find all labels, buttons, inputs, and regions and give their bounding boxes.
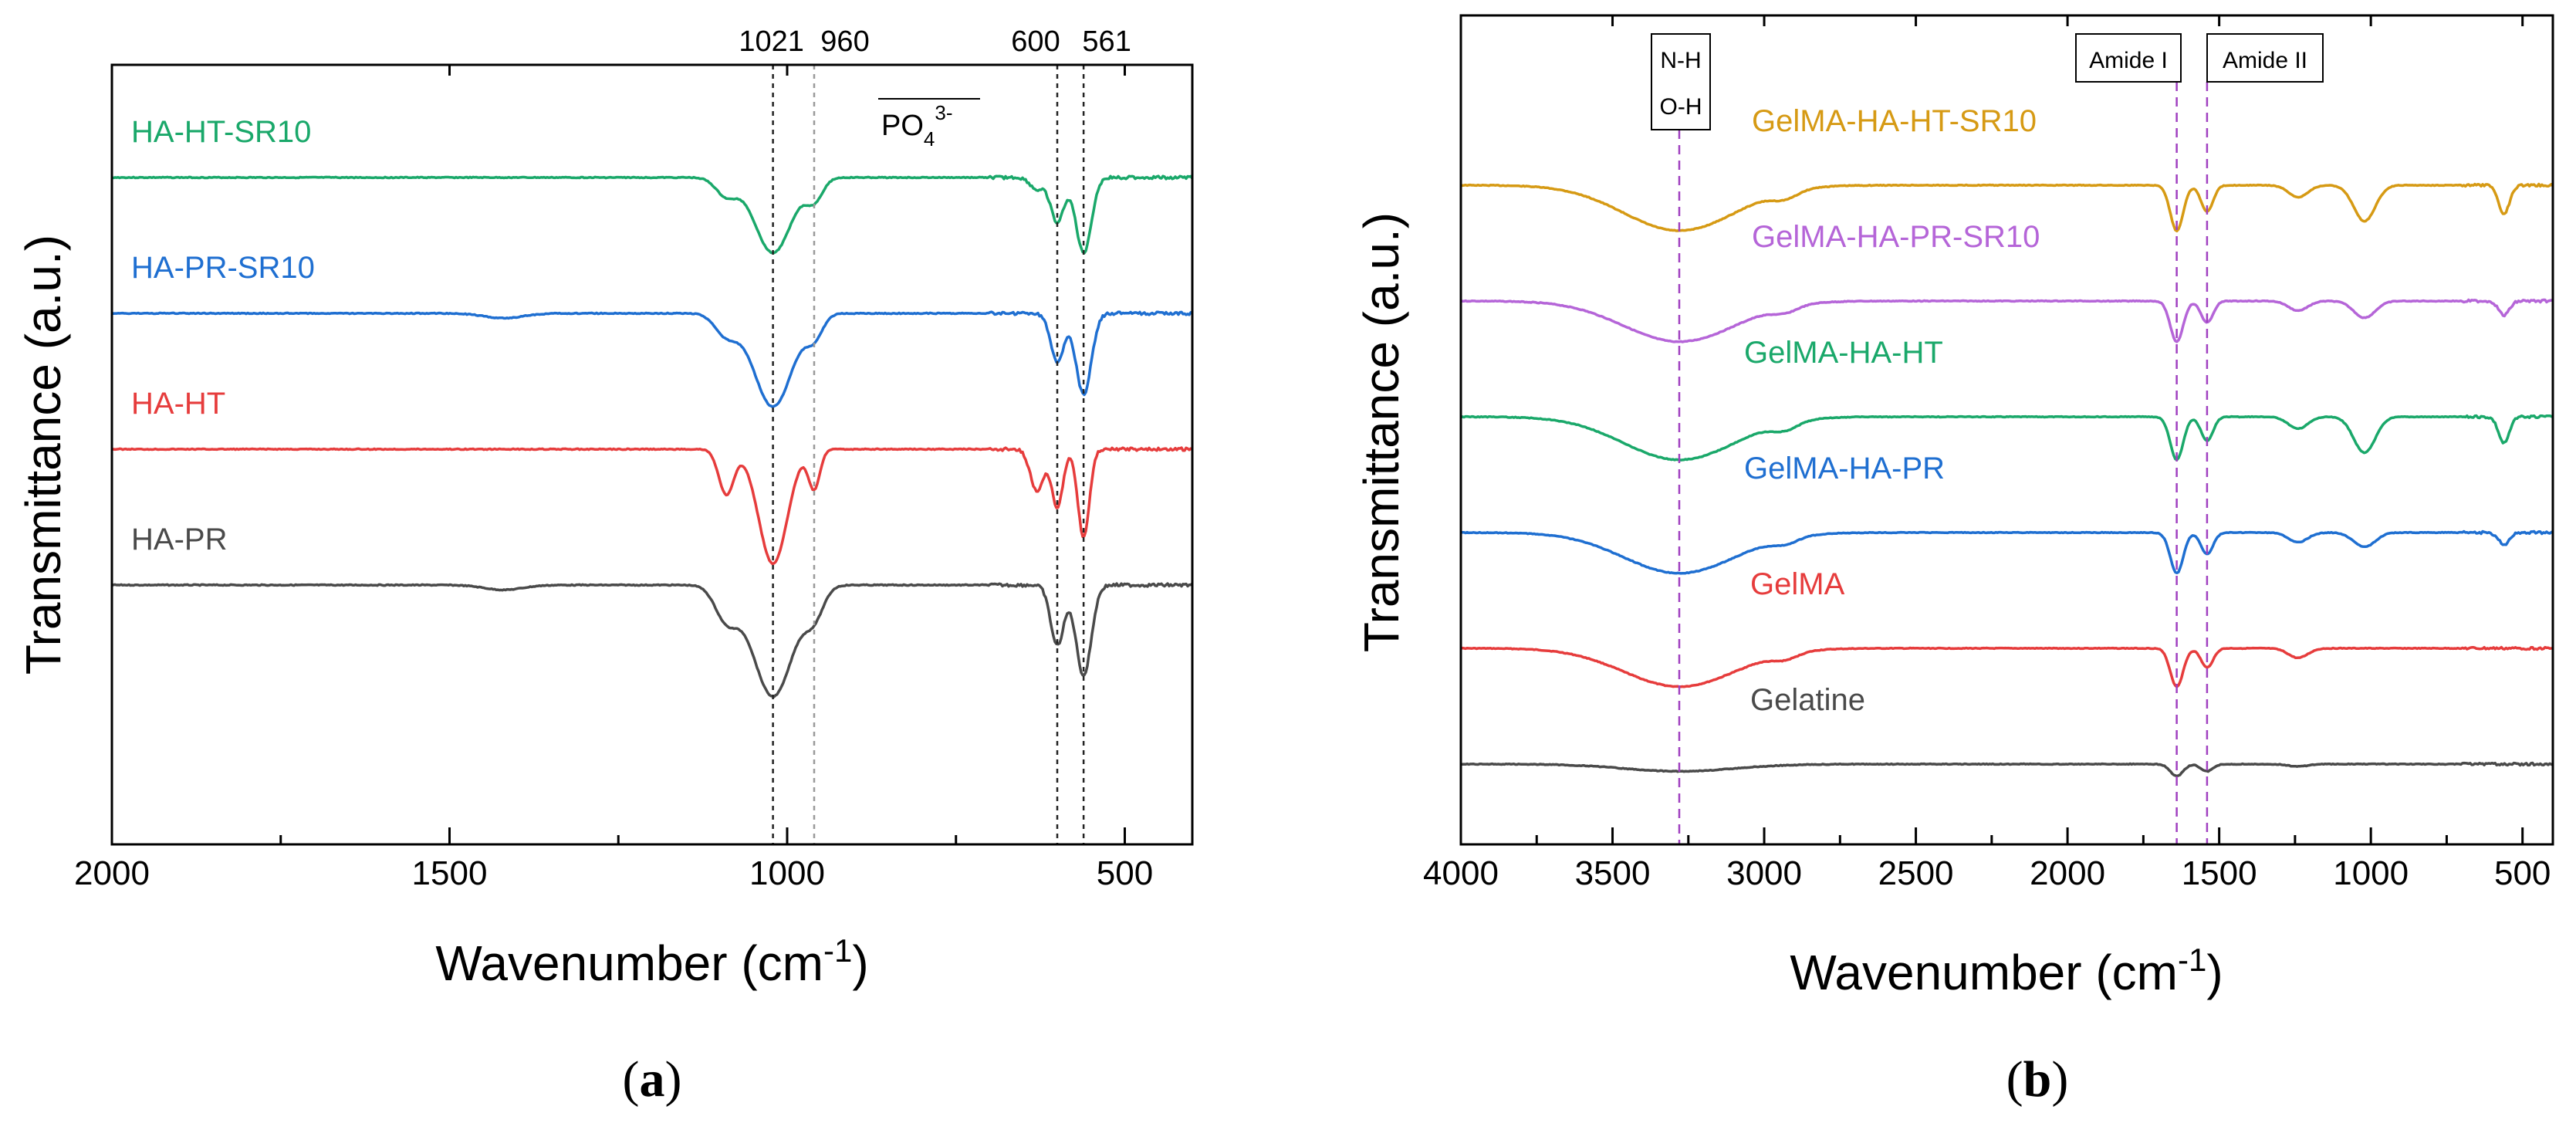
x-tick-label: 2000 (74, 854, 150, 892)
x-tick-label: 2000 (2030, 854, 2105, 892)
series-label-gelma-ha-pr-sr10: GelMA-HA-PR-SR10 (1752, 220, 2040, 254)
po-superscript: 3- (935, 101, 952, 124)
x-tick-label: 2500 (1878, 854, 1954, 892)
peak-label-960: 960 (820, 25, 869, 58)
panel-a-phosphate-group-label: PO43- (878, 98, 980, 151)
x-tick-label: 500 (1097, 854, 1153, 892)
series-line-ha-pr (111, 582, 1194, 698)
panel-a-x-tick-labels: 2000 1500 1000 500 (74, 854, 1153, 892)
panel-a-x-ticks (110, 65, 1126, 844)
series-label-ha-pr: HA-PR (131, 523, 227, 556)
amide-i-label: Amide I (2089, 48, 2168, 73)
panel-a: 2000 1500 1000 500 HA-HT-SR10HA-PR-SR10HA-H… (15, 25, 1194, 1108)
peak-label-561: 561 (1082, 25, 1131, 58)
panel-b-guide-lines (1678, 82, 2209, 844)
nh-label: N-H (1660, 48, 1701, 73)
series-line-gelma-ha-pr-sr10 (1460, 298, 2554, 343)
x-tick-label: 500 (2494, 854, 2551, 892)
panel-b-plot-frame (1459, 14, 2554, 846)
panel-a-plot-frame (110, 63, 1194, 846)
x-tick-label: 1000 (2333, 854, 2409, 892)
series-label-ha-ht: HA-HT (131, 387, 225, 421)
series-line-gelma (1460, 645, 2554, 688)
series-line-gelma-ha-pr (1460, 529, 2554, 575)
panel-b-x-tick-labels: 4000 3500 3000 2500 2000 1500 1000 500 (1423, 854, 2551, 892)
panel-a-label: (a) (623, 1051, 682, 1108)
x-tick-label: 1000 (749, 854, 825, 892)
series-line-gelma-ha-ht-sr10 (1460, 182, 2554, 233)
series-label-gelatine: Gelatine (1750, 683, 1865, 717)
panel-b: 4000 3500 3000 2500 2000 1500 1000 500 GelMA-HA… (1354, 14, 2554, 1108)
series-label-gelma: GelMA (1750, 567, 1845, 601)
panel-a-y-axis-title: Transmittance (a.u.) (15, 235, 71, 675)
panel-b-x-ticks (1459, 15, 2524, 844)
peak-label-600: 600 (1011, 25, 1060, 58)
panel-a-peak-labels: 1021 960 600 561 (739, 25, 1131, 58)
panel-b-series (1460, 182, 2554, 778)
x-tick-label: 4000 (1423, 854, 1499, 892)
series-label-ha-pr-sr10: HA-PR-SR10 (131, 251, 315, 285)
series-label-ha-ht-sr10: HA-HT-SR10 (131, 115, 311, 149)
series-line-ha-ht-sr10 (111, 174, 1194, 255)
series-line-gelatine (1460, 761, 2554, 778)
panel-a-guide-lines (772, 65, 1085, 844)
panel-a-x-axis-title: Wavenumber (cm-1) (435, 932, 868, 991)
panel-b-amide-i-annotation: Amide I (2075, 33, 2182, 83)
panel-b-nh-oh-annotation: N-H O-H (1651, 33, 1711, 130)
panel-b-y-axis-title: Transmittance (a.u.) (1354, 212, 1409, 652)
x-tick-label: 1500 (2182, 854, 2257, 892)
panel-a-series-labels: HA-HT-SR10 HA-PR-SR10 HA-HT HA-PR (131, 115, 315, 556)
series-line-gelma-ha-ht (1460, 414, 2554, 462)
panel-b-series-labels: GelMA-HA-HT-SR10 GelMA-HA-PR-SR10 GelMA-HA… (1744, 104, 2040, 717)
series-label-gelma-ha-pr: GelMA-HA-PR (1744, 452, 1945, 485)
svg-text:PO43-: PO43- (881, 101, 953, 151)
series-line-ha-pr-sr10 (111, 310, 1192, 408)
series-label-gelma-ha-ht-sr10: GelMA-HA-HT-SR10 (1752, 104, 2037, 138)
x-tick-label: 1500 (412, 854, 488, 892)
peak-label-1021: 1021 (739, 25, 804, 58)
oh-label: O-H (1660, 94, 1702, 120)
panel-b-amide-ii-annotation: Amide II (2206, 33, 2324, 83)
panel-b-x-axis-title: Wavenumber (cm-1) (1790, 942, 2223, 1000)
panel-a-series (111, 174, 1194, 698)
po-subscript: 4 (924, 127, 935, 151)
po-base: PO (881, 110, 924, 142)
x-tick-label: 3500 (1575, 854, 1651, 892)
x-tick-label: 3000 (1726, 854, 1802, 892)
series-label-gelma-ha-ht: GelMA-HA-HT (1744, 336, 1943, 370)
panel-b-label: (b) (2006, 1051, 2069, 1108)
series-line-ha-ht (111, 446, 1193, 566)
amide-ii-label: Amide II (2223, 48, 2307, 73)
